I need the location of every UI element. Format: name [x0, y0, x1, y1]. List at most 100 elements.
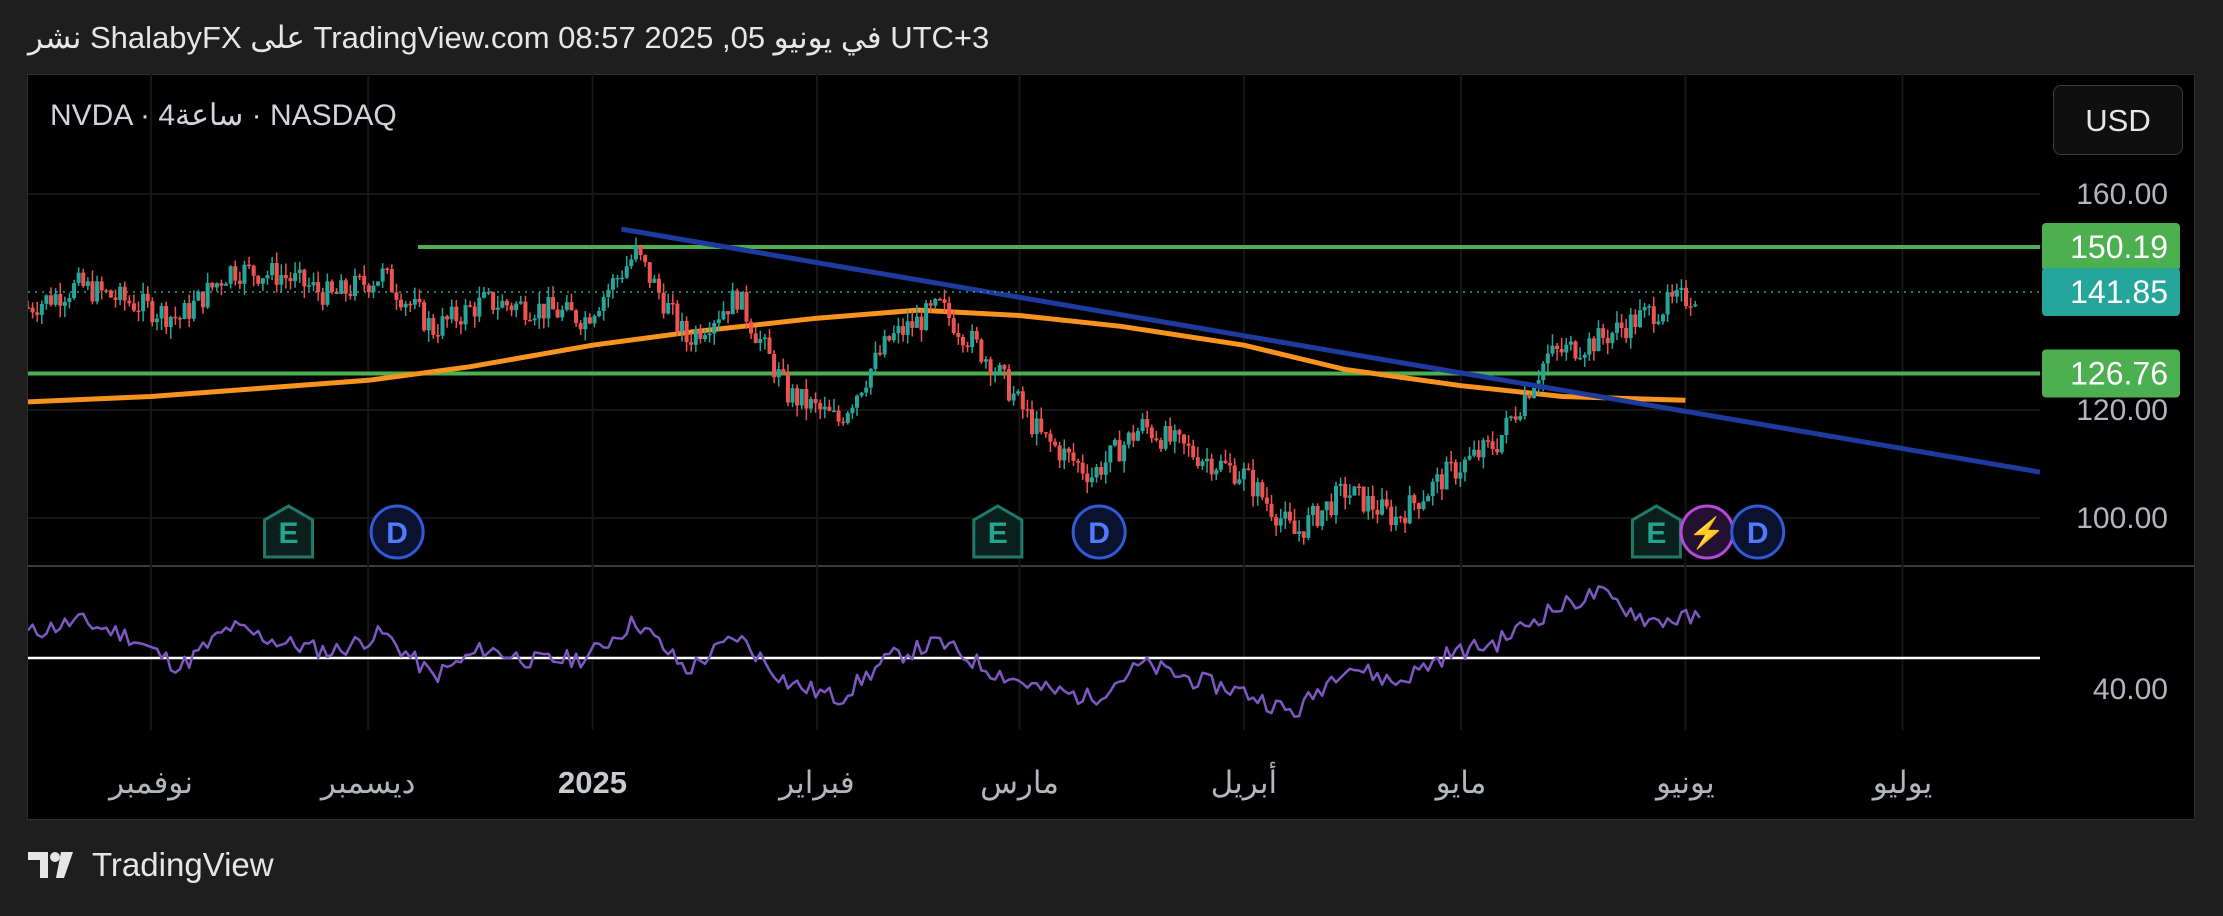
candle-body [1490, 441, 1495, 449]
dividend-marker [369, 504, 425, 560]
candle-body [219, 283, 224, 286]
candle-body [1582, 354, 1587, 358]
candle-body [633, 245, 638, 260]
candle-body [440, 316, 445, 336]
tradingview-logo[interactable]: TradingView [28, 846, 274, 884]
earnings-marker-label: E [988, 517, 1008, 550]
candle-body [297, 269, 302, 274]
candle-body [887, 336, 892, 341]
candle-body [721, 311, 726, 320]
candle-body [463, 305, 468, 325]
candle-body [523, 301, 528, 320]
candle-body [901, 326, 906, 335]
candle-body [67, 298, 72, 302]
candle-body [288, 278, 293, 282]
dividend-marker-label: D [1747, 517, 1769, 550]
candle-body [859, 392, 864, 396]
rsi-line [28, 585, 1701, 718]
candle-body [597, 310, 602, 317]
candle-body [749, 321, 754, 334]
candle-body [39, 303, 44, 315]
candle-body [99, 281, 104, 291]
candle-body [196, 291, 201, 301]
candle-body [1426, 496, 1431, 502]
candle-body [606, 289, 611, 297]
candle-body [827, 406, 832, 411]
candle-body [638, 245, 643, 256]
candle-body [1398, 516, 1403, 519]
candle-body [141, 293, 146, 312]
candle-body [1112, 439, 1117, 446]
candle-body [1168, 426, 1173, 442]
candle-body [81, 272, 86, 287]
candle-body [251, 265, 256, 276]
candle-body [145, 293, 150, 302]
candle-body [159, 305, 164, 319]
candle-body [394, 292, 399, 300]
candle-body [1637, 310, 1642, 327]
candle-body [30, 307, 35, 313]
candle-body [951, 317, 956, 334]
candle-body [1333, 485, 1338, 516]
candle-body [1094, 467, 1099, 478]
candle-body [237, 280, 242, 284]
candle-body [878, 352, 883, 355]
candle-body [1214, 469, 1219, 475]
candle-body [44, 295, 49, 304]
candle-body [85, 281, 90, 287]
candle-body [841, 421, 846, 424]
candle-body [1080, 462, 1085, 474]
candle-body [385, 268, 390, 270]
candle-body [1366, 495, 1371, 512]
time-tick-label: يونيو [1654, 765, 1715, 801]
candle-body [270, 263, 275, 276]
candle-body [362, 275, 367, 286]
candle-body [422, 302, 427, 331]
candle-body [131, 303, 136, 311]
candle-body [1610, 332, 1615, 344]
candle-body [1274, 516, 1279, 526]
candle-body [408, 303, 413, 306]
candle-body [491, 292, 496, 310]
candle-body [265, 275, 270, 279]
candle-body [1527, 394, 1532, 399]
moving-average-line [28, 307, 1686, 405]
candle-body [1624, 328, 1629, 339]
candle-body [592, 316, 597, 324]
candle-body [1481, 440, 1486, 458]
currency-button[interactable]: USD [2053, 85, 2183, 155]
candle-body [1057, 445, 1062, 461]
candle-body [472, 306, 477, 317]
candle-body [1011, 393, 1016, 401]
candle-body [1693, 304, 1698, 307]
candle-body [113, 297, 118, 300]
candle-body [1545, 353, 1550, 364]
candle-body [486, 292, 491, 294]
candle-body [735, 290, 740, 310]
candle-body [656, 278, 661, 293]
candle-body [1020, 391, 1025, 410]
candle-body [1145, 418, 1150, 428]
candle-body [1172, 430, 1177, 442]
candle-body [560, 309, 565, 318]
candle-body [1559, 349, 1564, 353]
candle-body [108, 290, 113, 298]
earnings-marker [1630, 504, 1682, 559]
level-price-tag: 126.76 [2070, 355, 2168, 391]
candle-body [35, 312, 40, 315]
candle-body [1287, 511, 1292, 521]
tradingview-logo-icon [28, 852, 73, 878]
level-price-tag-box [2042, 349, 2180, 398]
candle-body [1131, 432, 1136, 441]
candle-body [1541, 363, 1546, 381]
candle-body [587, 317, 592, 324]
price-tick-label: 160.00 [2076, 178, 2168, 211]
candle-body [504, 300, 509, 306]
candle-body [546, 296, 551, 319]
candle-body [1568, 341, 1573, 345]
candle-body [1310, 505, 1315, 516]
candle-body [1320, 510, 1325, 527]
candle-body [845, 413, 850, 423]
candle-body [302, 269, 307, 287]
